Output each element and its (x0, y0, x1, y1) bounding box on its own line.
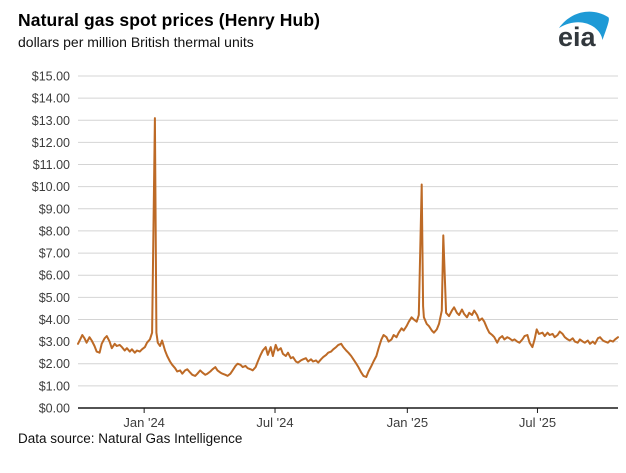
price-line-series (77, 117, 619, 378)
y-tick-label: $7.00 (39, 247, 70, 261)
data-source: Data source: Natural Gas Intelligence (18, 431, 243, 446)
y-tick-label: $2.00 (39, 357, 70, 371)
page-title: Natural gas spot prices (Henry Hub) (18, 10, 321, 30)
y-tick-label: $1.00 (39, 379, 70, 393)
y-tick-label: $9.00 (39, 202, 70, 216)
y-tick-label: $5.00 (39, 291, 70, 305)
y-tick-label: $15.00 (32, 70, 70, 84)
y-tick-label: $11.00 (33, 158, 70, 172)
x-tick-label: Jan '25 (387, 415, 429, 430)
eia-logo-swoosh-icon (559, 11, 609, 40)
y-tick-label: $12.00 (32, 136, 70, 150)
x-tick-label: Jan '24 (123, 415, 165, 430)
y-tick-label: $8.00 (39, 224, 70, 238)
eia-logo-text: eia (558, 22, 597, 52)
y-tick-label: $4.00 (39, 313, 70, 327)
y-tick-label: $14.00 (32, 92, 70, 106)
y-tick-label: $0.00 (39, 402, 70, 416)
eia-logo: eia (558, 11, 609, 52)
y-tick-label: $3.00 (39, 335, 70, 349)
y-tick-label: $13.00 (32, 114, 70, 128)
page-subtitle: dollars per million British thermal unit… (18, 34, 254, 50)
x-tick-label: Jul '24 (256, 415, 293, 430)
y-tick-label: $10.00 (32, 180, 70, 194)
x-tick-label: Jul '25 (519, 415, 556, 430)
y-tick-label: $6.00 (39, 269, 70, 283)
